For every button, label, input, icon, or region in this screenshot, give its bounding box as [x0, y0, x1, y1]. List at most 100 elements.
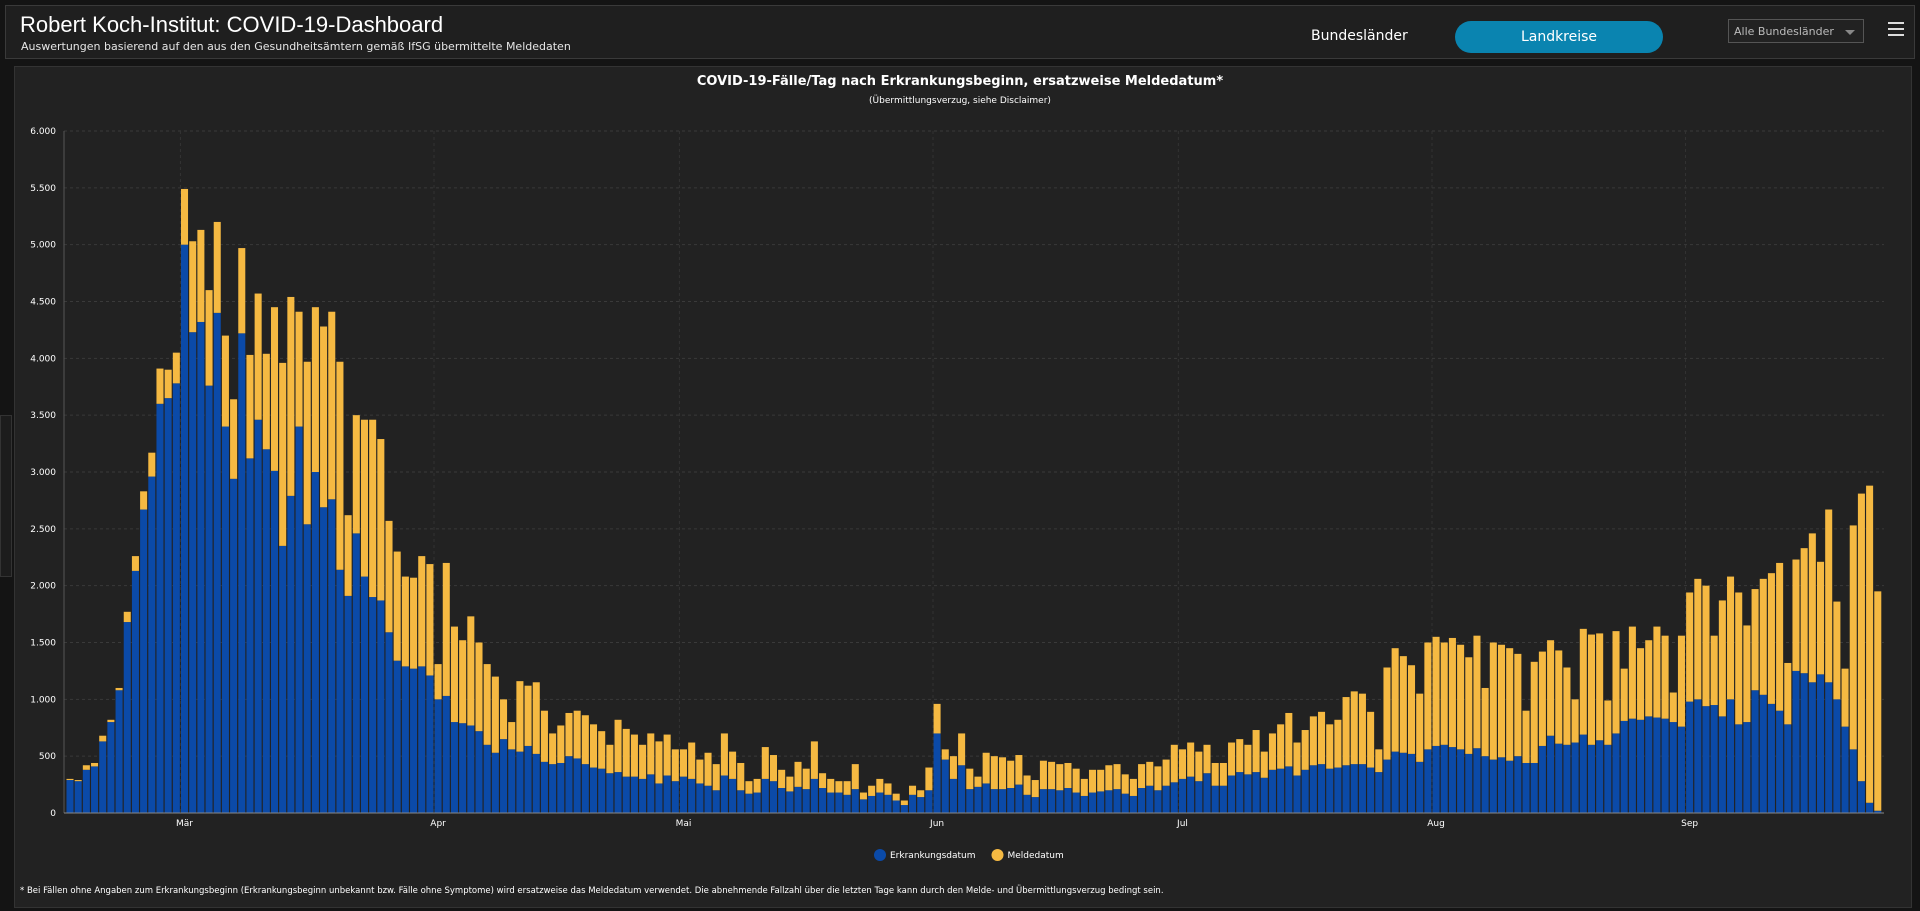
bar-segment: [622, 776, 630, 813]
side-panel-toggle[interactable]: [0, 415, 12, 577]
bar-segment: [982, 783, 990, 813]
bar-segment: [1048, 761, 1056, 790]
bar-segment: [74, 781, 82, 813]
bar-segment: [459, 640, 467, 724]
bar-segment: [1268, 769, 1276, 813]
bar-segment: [1350, 764, 1358, 813]
bar-segment: [1293, 775, 1301, 813]
bar-segment: [696, 759, 704, 784]
bar-segment: [688, 742, 696, 779]
bar-segment: [360, 419, 368, 577]
bar-segment: [1162, 759, 1170, 786]
bar-segment: [1080, 795, 1088, 813]
bar-segment: [917, 790, 925, 798]
bar-segment: [1767, 703, 1775, 813]
bar-segment: [835, 792, 843, 813]
bar-segment: [524, 685, 532, 746]
bar-segment: [1203, 744, 1211, 774]
bar-segment: [467, 616, 475, 726]
bar-segment: [868, 795, 876, 813]
bar-segment: [393, 660, 401, 813]
bar-segment: [99, 741, 107, 813]
bar-segment: [82, 769, 90, 813]
bar-segment: [1138, 787, 1146, 813]
bar-segment: [1391, 751, 1399, 813]
bar-segment: [1686, 592, 1694, 702]
bar-segment: [1547, 735, 1555, 813]
bar-segment: [1653, 717, 1661, 813]
bar-segment: [508, 722, 516, 750]
bar-segment: [82, 765, 90, 770]
bar-segment: [949, 756, 957, 779]
bar-segment: [1007, 787, 1015, 813]
bar-segment: [1587, 634, 1595, 745]
nav-button-active[interactable]: Landkreise: [1455, 21, 1663, 53]
x-tick-label: Sep: [1681, 819, 1698, 829]
bar-segment: [328, 499, 336, 813]
bar-segment: [1841, 668, 1849, 727]
bar-segment: [1735, 724, 1743, 813]
bar-segment: [74, 780, 82, 782]
bar-segment: [1260, 751, 1268, 778]
legend-swatch: [991, 849, 1004, 861]
bar-segment: [434, 699, 442, 813]
bar-segment: [164, 398, 172, 813]
legend-label: Meldedatum: [1008, 851, 1064, 861]
bar-segment: [1743, 722, 1751, 813]
bar-segment: [1138, 764, 1146, 788]
bar-segment: [1538, 651, 1546, 746]
bar-segment: [737, 790, 745, 813]
bar-segment: [966, 789, 974, 813]
menu-button[interactable]: [1888, 22, 1904, 36]
bar-segment: [1375, 772, 1383, 813]
bar-segment: [1219, 762, 1227, 786]
bar-segment: [230, 399, 238, 479]
bar-segment: [262, 449, 270, 813]
bar-segment: [737, 762, 745, 791]
bar-segment: [581, 715, 589, 765]
bar-segment: [1612, 631, 1620, 734]
bar-segment: [745, 781, 753, 794]
bar-segment: [639, 744, 647, 779]
bar-segment: [1228, 742, 1236, 776]
y-tick-label: 2.000: [30, 582, 56, 592]
bar-segment: [1457, 644, 1465, 750]
bar-segment: [385, 632, 393, 813]
bar-segment: [1113, 764, 1121, 790]
bar-segment: [1334, 767, 1342, 813]
bar-segment: [606, 744, 614, 774]
bar-segment: [663, 734, 671, 776]
bar-segment: [1154, 790, 1162, 813]
bar-segment: [1039, 760, 1047, 790]
bar-segment: [761, 747, 769, 779]
bar-segment: [1408, 753, 1416, 813]
bar-segment: [892, 793, 900, 801]
bar-segment: [500, 699, 508, 740]
bar-segment: [197, 229, 205, 322]
bar-segment: [1604, 744, 1612, 813]
bar-segment: [1375, 749, 1383, 773]
bar-segment: [1015, 784, 1023, 813]
bar-segment: [1563, 667, 1571, 745]
bar-segment: [1129, 778, 1137, 796]
bar-segment: [598, 768, 606, 813]
bar-segment: [66, 778, 74, 781]
bar-segment: [786, 791, 794, 813]
bar-segment: [1334, 719, 1342, 768]
bar-segment: [1579, 734, 1587, 813]
region-dropdown[interactable]: Alle Bundesländer: [1728, 19, 1864, 43]
x-tick-label: Aug: [1427, 819, 1445, 829]
bar-segment: [1465, 657, 1473, 754]
bar-segment: [549, 764, 557, 813]
bar-segment: [344, 595, 352, 813]
bar-segment: [1784, 724, 1792, 813]
bar-segment: [205, 290, 213, 386]
nav-button[interactable]: Bundesländer: [1311, 28, 1408, 44]
x-tick-label: Apr: [430, 819, 446, 829]
y-tick-label: 0: [50, 809, 56, 819]
bar-segment: [475, 642, 483, 732]
chart-title: COVID-19-Fälle/Tag nach Erkrankungsbegin…: [697, 74, 1223, 89]
